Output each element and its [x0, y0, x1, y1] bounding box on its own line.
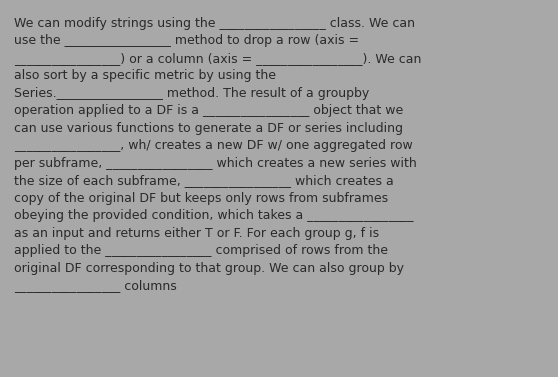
Text: We can modify strings using the _________________ class. We can
use the ________: We can modify strings using the ________…: [14, 17, 421, 293]
